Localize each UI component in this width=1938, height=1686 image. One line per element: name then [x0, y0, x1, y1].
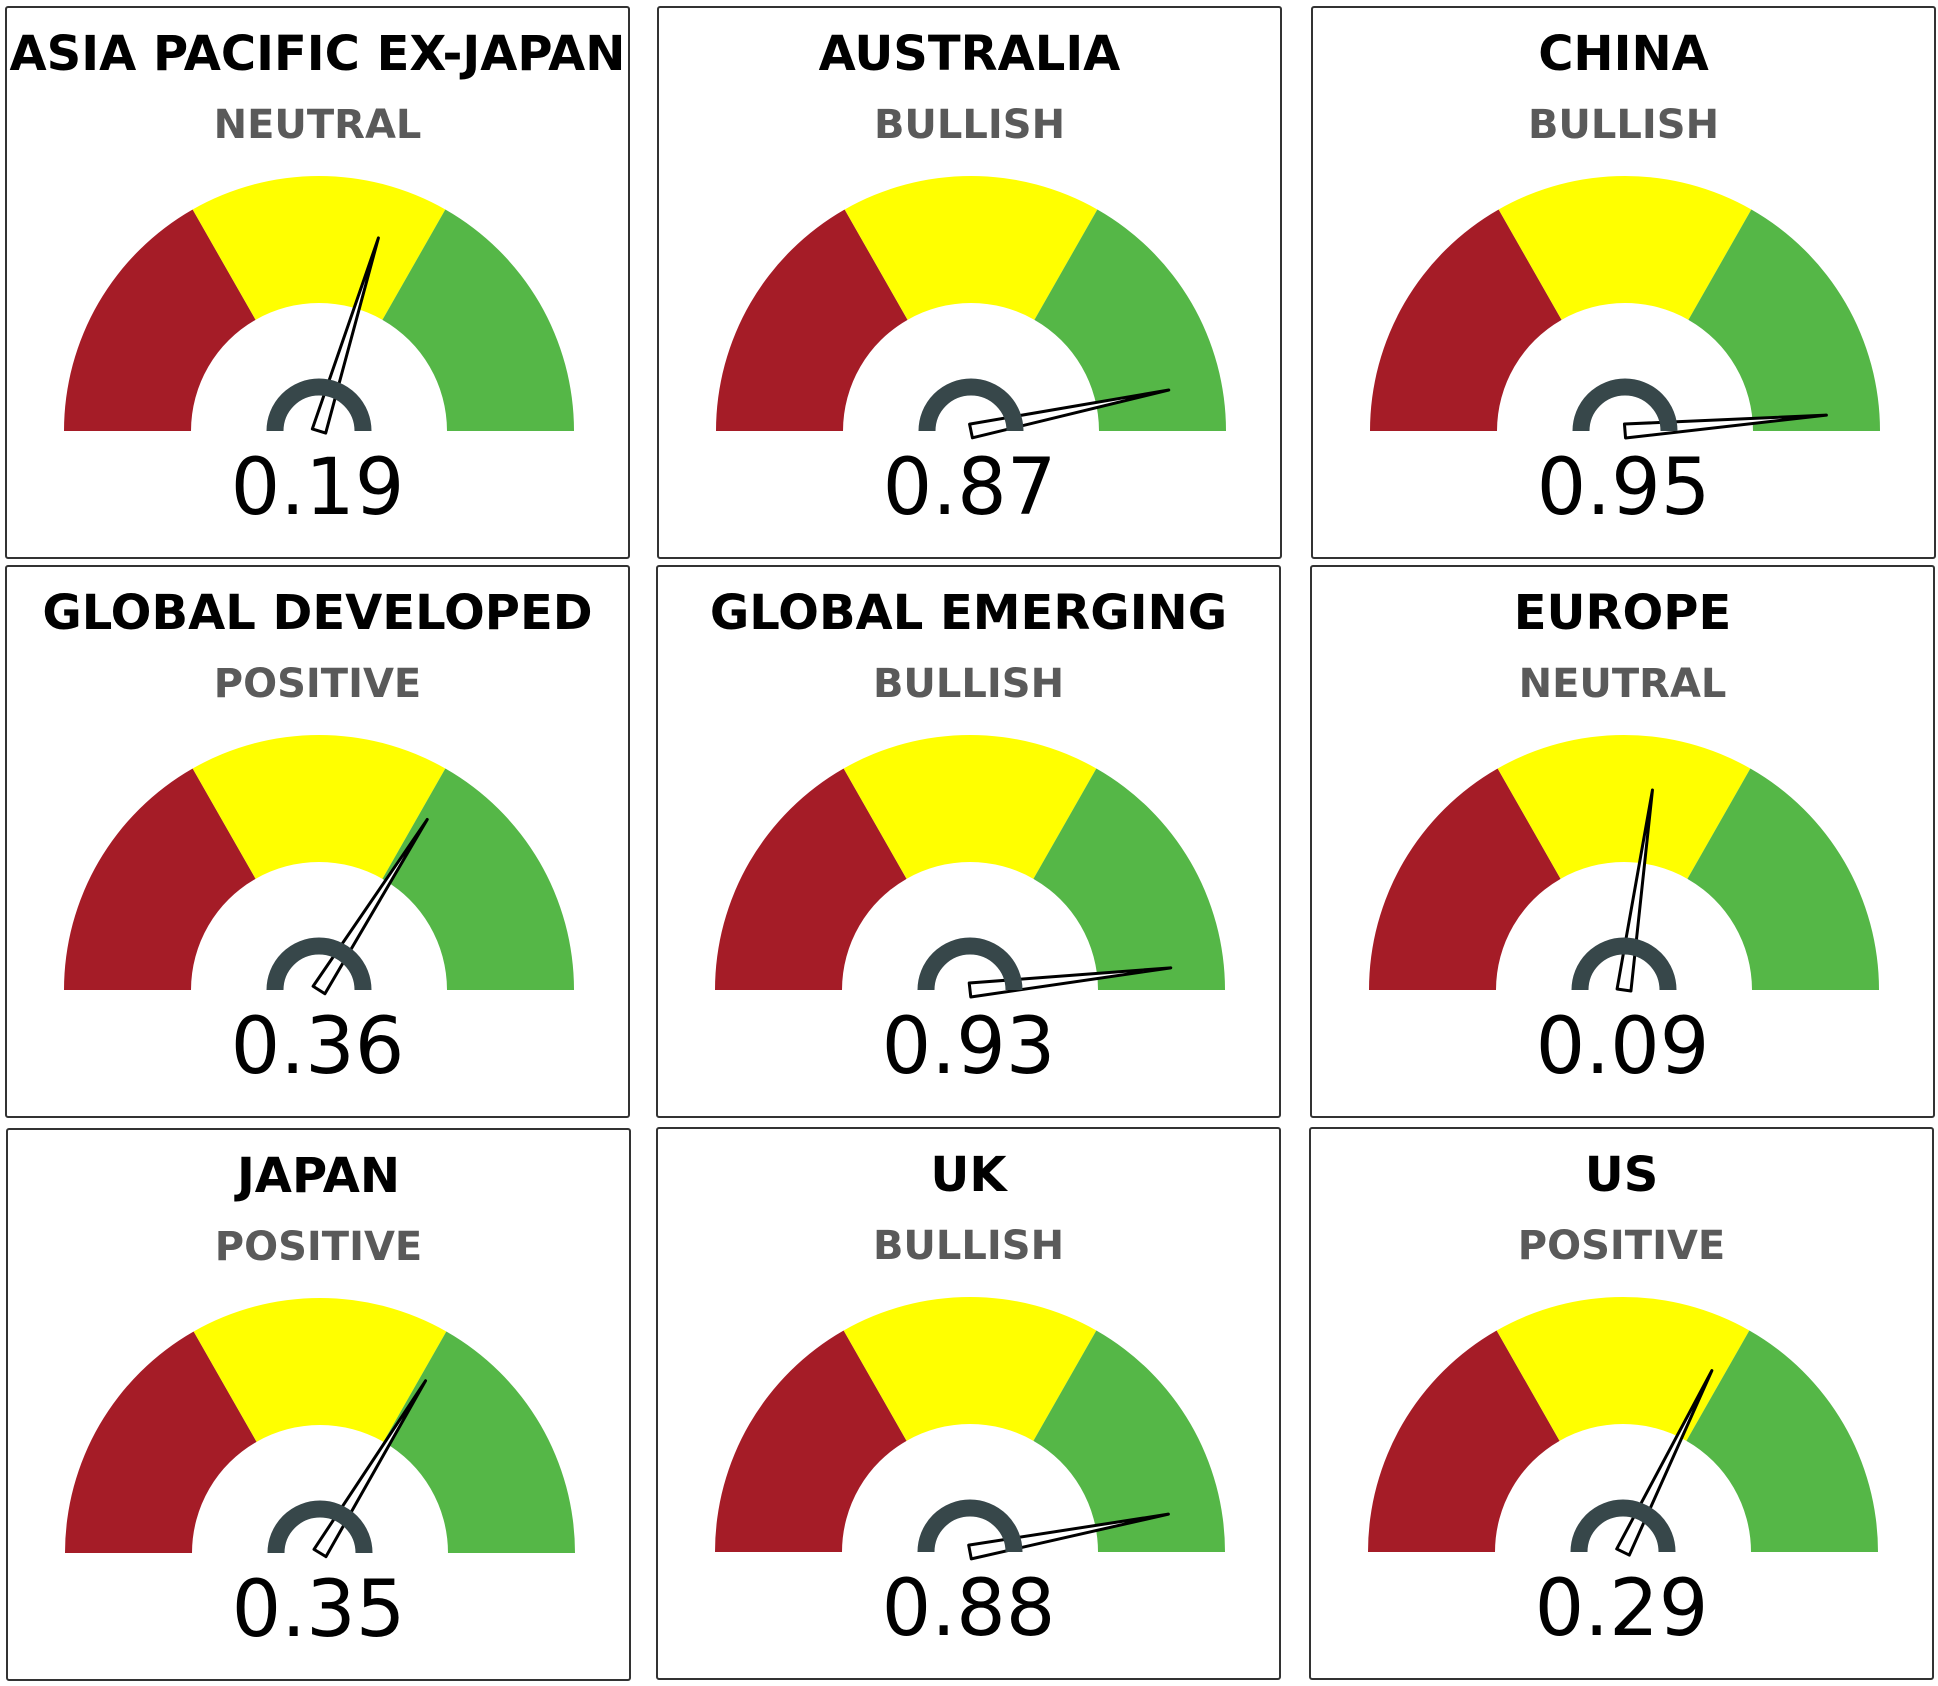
gauge-status: BULLISH — [1527, 102, 1720, 148]
gauge-card: GLOBAL EMERGING BULLISH 0.93 — [656, 565, 1281, 1118]
gauge-title: CHINA — [1538, 26, 1709, 82]
gauge-value: 0.09 — [1535, 1002, 1710, 1092]
gauge-hub — [1572, 378, 1678, 432]
gauge-dial — [716, 176, 1226, 440]
gauge-band-bearish — [64, 768, 256, 990]
gauge-band-bullish — [1033, 1330, 1225, 1552]
gauge-value: 0.36 — [230, 1002, 405, 1092]
gauge-band-neutral — [1497, 735, 1751, 879]
gauge-title: UK — [930, 1147, 1007, 1203]
gauge-hub — [266, 937, 372, 991]
gauge-status: BULLISH — [872, 661, 1065, 707]
gauge-card: ASIA PACIFIC EX-JAPAN NEUTRAL 0.19 — [5, 6, 630, 559]
gauge-band-neutral — [193, 1298, 447, 1442]
gauge-title: JAPAN — [236, 1148, 401, 1204]
gauge-dial — [715, 1297, 1225, 1561]
gauge-hub — [1570, 1499, 1676, 1553]
gauge-dial — [1369, 735, 1879, 993]
gauge-needle — [1622, 413, 1828, 440]
gauge-band-bearish — [715, 1330, 907, 1552]
gauge-title: ASIA PACIFIC EX-JAPAN — [9, 26, 626, 82]
gauge-band-bullish — [382, 768, 574, 990]
gauge-hub — [267, 1500, 373, 1554]
gauge-value: 0.95 — [1536, 443, 1711, 533]
gauge-hub — [266, 378, 372, 432]
gauge-hub — [1571, 937, 1677, 991]
gauge-band-bullish — [1034, 209, 1226, 431]
gauge-dial — [1368, 1297, 1878, 1557]
gauge-value: 0.87 — [882, 443, 1057, 533]
gauge-hub — [918, 378, 1024, 432]
gauge-band-bullish — [1687, 768, 1879, 990]
gauge-dial — [1370, 176, 1880, 440]
gauge-card: UK BULLISH 0.88 — [656, 1127, 1281, 1680]
gauge-band-neutral — [843, 1297, 1097, 1441]
gauge-band-bullish — [1688, 209, 1880, 431]
gauge-band-neutral — [1496, 1297, 1750, 1441]
gauge-band-bearish — [1370, 209, 1562, 431]
gauge-card: EUROPE NEUTRAL 0.09 — [1310, 565, 1935, 1118]
gauge-value: 0.19 — [230, 443, 405, 533]
gauge-band-bearish — [65, 1331, 257, 1553]
gauge-status: POSITIVE — [213, 661, 422, 707]
gauge-band-bearish — [716, 209, 908, 431]
gauge-status: BULLISH — [873, 102, 1066, 148]
gauge-band-bullish — [1686, 1330, 1878, 1552]
gauge-band-neutral — [844, 176, 1098, 320]
gauge-title: EUROPE — [1513, 585, 1732, 641]
gauge-band-bearish — [1369, 768, 1561, 990]
gauge-title: AUSTRALIA — [818, 26, 1121, 82]
gauge-band-bearish — [64, 209, 256, 431]
gauge-status: NEUTRAL — [1518, 661, 1727, 707]
gauge-card: US POSITIVE 0.29 — [1309, 1127, 1934, 1680]
gauge-dial — [64, 176, 574, 435]
gauge-band-bearish — [715, 768, 907, 990]
gauge-band-bullish — [382, 209, 574, 431]
gauge-band-bullish — [1033, 768, 1225, 990]
gauge-hub — [917, 1499, 1023, 1553]
gauge-value: 0.88 — [881, 1564, 1056, 1654]
gauge-status: POSITIVE — [214, 1224, 423, 1270]
gauge-card: CHINA BULLISH 0.95 — [1311, 6, 1936, 559]
gauge-value: 0.29 — [1534, 1564, 1709, 1654]
gauge-dial — [715, 735, 1225, 999]
gauge-band-bullish — [383, 1331, 575, 1553]
gauge-card: GLOBAL DEVELOPED POSITIVE 0.36 — [5, 565, 630, 1118]
gauge-title: GLOBAL DEVELOPED — [42, 585, 593, 641]
gauge-value: 0.93 — [881, 1002, 1056, 1092]
gauge-dial — [64, 735, 574, 996]
gauge-band-neutral — [192, 735, 446, 879]
gauge-band-neutral — [1498, 176, 1752, 320]
gauge-band-bearish — [1368, 1330, 1560, 1552]
gauge-band-neutral — [192, 176, 446, 320]
gauge-status: NEUTRAL — [213, 102, 422, 148]
gauge-title: GLOBAL EMERGING — [709, 585, 1228, 641]
gauge-value: 0.35 — [231, 1565, 406, 1655]
gauge-dial — [65, 1298, 575, 1559]
gauge-band-neutral — [843, 735, 1097, 879]
gauge-hub — [917, 937, 1023, 991]
gauge-status: BULLISH — [872, 1223, 1065, 1269]
gauge-title: US — [1584, 1147, 1659, 1203]
gauge-card: AUSTRALIA BULLISH 0.87 — [657, 6, 1282, 559]
gauge-status: POSITIVE — [1517, 1223, 1726, 1269]
gauge-card: JAPAN POSITIVE 0.35 — [6, 1128, 631, 1681]
